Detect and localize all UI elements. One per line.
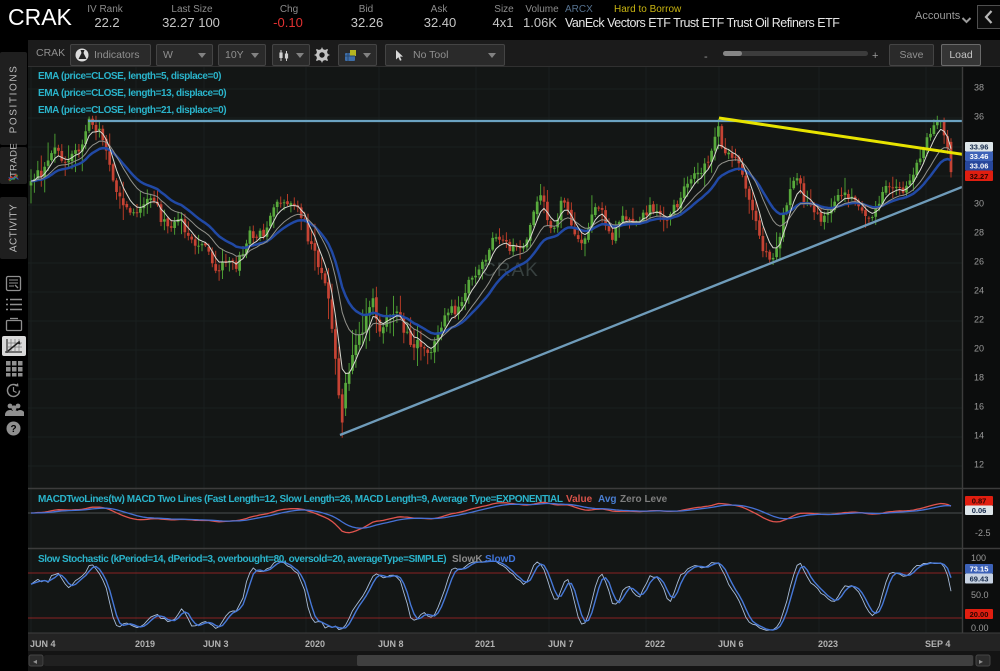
svg-text:50.0: 50.0 [971, 590, 989, 600]
svg-text:33.06: 33.06 [970, 162, 989, 171]
svg-text:2019: 2019 [135, 639, 155, 649]
svg-text:JUN 6: JUN 6 [718, 639, 744, 649]
svg-text:33.96: 33.96 [970, 143, 989, 152]
svg-text:SEP 4: SEP 4 [925, 639, 950, 649]
svg-text:24: 24 [974, 286, 984, 296]
svg-text:38: 38 [974, 83, 984, 93]
svg-text:EMA (price=CLOSE, length=13, d: EMA (price=CLOSE, length=13, displace=0) [38, 88, 226, 99]
svg-text:-2.5: -2.5 [975, 528, 991, 538]
svg-text:SlowK: SlowK [452, 554, 483, 565]
svg-text:JUN 7: JUN 7 [548, 639, 574, 649]
svg-text:20.00: 20.00 [970, 610, 989, 619]
svg-text:JUN 4: JUN 4 [30, 639, 56, 649]
svg-text:14: 14 [974, 431, 984, 441]
svg-text:Zero Leve: Zero Leve [620, 494, 668, 505]
svg-text:0.87: 0.87 [972, 497, 987, 506]
svg-text:2021: 2021 [475, 639, 495, 649]
svg-text:Value: Value [566, 494, 593, 505]
svg-text:EMA (price=CLOSE, length=21, d: EMA (price=CLOSE, length=21, displace=0) [38, 105, 226, 116]
svg-text:▸: ▸ [979, 657, 983, 666]
svg-text:0.00: 0.00 [971, 623, 989, 633]
svg-text:69.43: 69.43 [970, 575, 989, 584]
svg-text:JUN 8: JUN 8 [378, 639, 404, 649]
svg-text:16: 16 [974, 402, 984, 412]
svg-text:20: 20 [974, 344, 984, 354]
svg-text:2020: 2020 [305, 639, 325, 649]
svg-text:0.06: 0.06 [972, 506, 987, 515]
svg-text:28: 28 [974, 228, 984, 238]
svg-text:?: ? [10, 424, 16, 435]
svg-text:Avg: Avg [598, 494, 617, 505]
svg-text:30: 30 [974, 199, 984, 209]
svg-text:100: 100 [971, 553, 986, 563]
svg-text:SlowD: SlowD [485, 554, 516, 565]
svg-text:2022: 2022 [645, 639, 665, 649]
svg-text:EMA (price=CLOSE, length=5, di: EMA (price=CLOSE, length=5, displace=0) [38, 71, 221, 82]
svg-text:26: 26 [974, 257, 984, 267]
svg-text:33.46: 33.46 [970, 152, 989, 161]
svg-text:36: 36 [974, 112, 984, 122]
svg-text:MACDTwoLines(tw) MACD Two Line: MACDTwoLines(tw) MACD Two Lines (Fast Le… [38, 494, 563, 505]
svg-text:◂: ◂ [33, 657, 37, 666]
svg-text:73.15: 73.15 [970, 565, 989, 574]
svg-text:22: 22 [974, 315, 984, 325]
svg-text:Slow Stochastic (kPeriod=14, d: Slow Stochastic (kPeriod=14, dPeriod=3, … [38, 554, 446, 565]
svg-text:32.27: 32.27 [970, 172, 989, 181]
svg-text:18: 18 [974, 373, 984, 383]
svg-text:12: 12 [974, 460, 984, 470]
svg-text:2023: 2023 [818, 639, 838, 649]
svg-text:JUN 3: JUN 3 [203, 639, 229, 649]
